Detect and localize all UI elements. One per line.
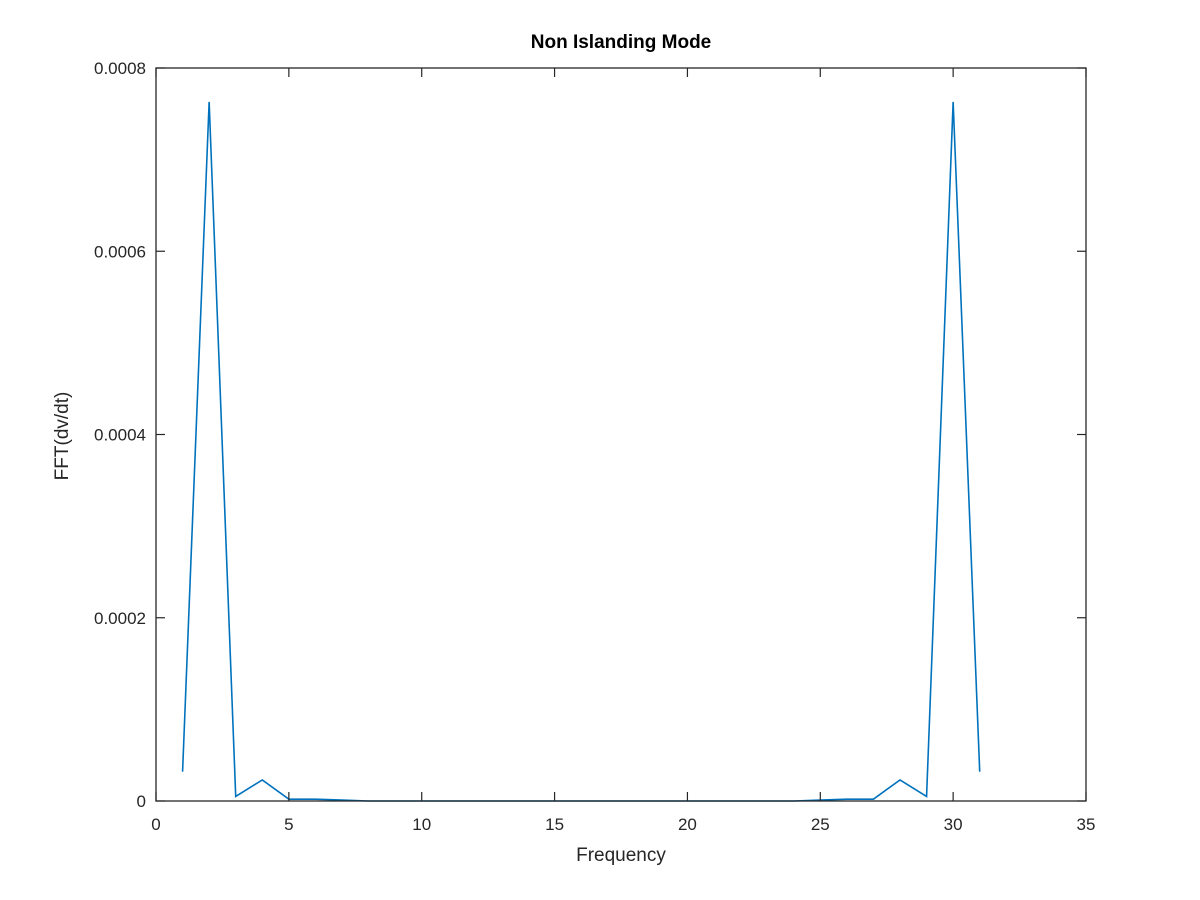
axes-box xyxy=(155,67,1087,802)
y-tick-label: 0.0004 xyxy=(94,426,146,445)
x-tick-label: 5 xyxy=(284,815,293,834)
plot-area xyxy=(156,68,1086,801)
x-tick-label: 0 xyxy=(151,815,160,834)
x-tick-label: 10 xyxy=(412,815,431,834)
x-tick-label: 25 xyxy=(811,815,830,834)
y-tick-label: 0.0008 xyxy=(94,59,146,78)
y-axis-label: FFT(dv/dt) xyxy=(52,392,73,481)
ticks-layer: 0 5 10 15 20 25 30 35 0 0.0002 0.0004 0.0006 0.0008 xyxy=(94,59,1095,834)
x-tick-label: 20 xyxy=(678,815,697,834)
chart-title: Non Islanding Mode xyxy=(531,32,712,53)
x-tick-label: 35 xyxy=(1077,815,1096,834)
x-tick-label: 30 xyxy=(944,815,963,834)
x-axis-label: Frequency xyxy=(576,845,666,866)
y-tick-label: 0 xyxy=(137,792,146,811)
x-tick-label: 15 xyxy=(545,815,564,834)
y-tick-label: 0.0002 xyxy=(94,609,146,628)
y-tick-label: 0.0006 xyxy=(94,242,146,261)
